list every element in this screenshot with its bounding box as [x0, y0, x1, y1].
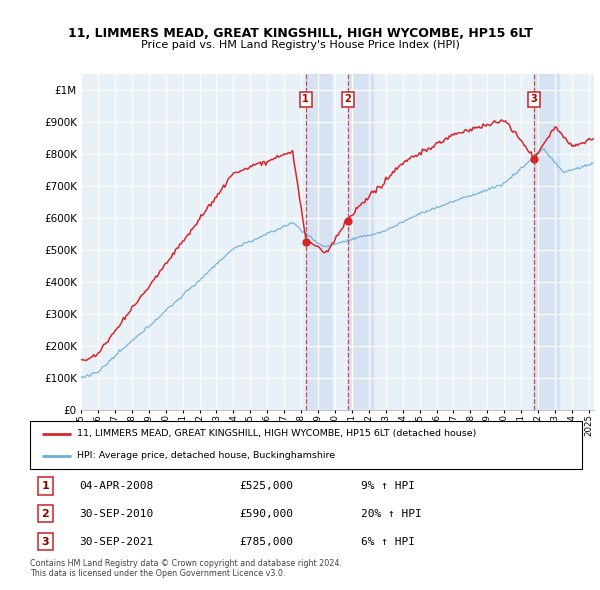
Text: 04-APR-2008: 04-APR-2008: [80, 481, 154, 491]
Text: 6% ↑ HPI: 6% ↑ HPI: [361, 537, 415, 547]
Text: This data is licensed under the Open Government Licence v3.0.: This data is licensed under the Open Gov…: [30, 569, 286, 578]
Text: Contains HM Land Registry data © Crown copyright and database right 2024.: Contains HM Land Registry data © Crown c…: [30, 559, 342, 568]
Text: 2: 2: [41, 509, 49, 519]
Text: £785,000: £785,000: [240, 537, 294, 547]
Text: 11, LIMMERS MEAD, GREAT KINGSHILL, HIGH WYCOMBE, HP15 6LT (detached house): 11, LIMMERS MEAD, GREAT KINGSHILL, HIGH …: [77, 430, 476, 438]
Text: Price paid vs. HM Land Registry's House Price Index (HPI): Price paid vs. HM Land Registry's House …: [140, 40, 460, 50]
Text: 30-SEP-2010: 30-SEP-2010: [80, 509, 154, 519]
Text: 3: 3: [41, 537, 49, 547]
Text: 30-SEP-2021: 30-SEP-2021: [80, 537, 154, 547]
Text: 2: 2: [344, 94, 351, 104]
Text: 11, LIMMERS MEAD, GREAT KINGSHILL, HIGH WYCOMBE, HP15 6LT: 11, LIMMERS MEAD, GREAT KINGSHILL, HIGH …: [68, 27, 532, 40]
Text: HPI: Average price, detached house, Buckinghamshire: HPI: Average price, detached house, Buck…: [77, 451, 335, 460]
Text: 9% ↑ HPI: 9% ↑ HPI: [361, 481, 415, 491]
Text: 20% ↑ HPI: 20% ↑ HPI: [361, 509, 422, 519]
Bar: [534, 74, 559, 410]
Bar: [305, 74, 331, 410]
Text: 1: 1: [41, 481, 49, 491]
Text: 1: 1: [302, 94, 309, 104]
Bar: [347, 74, 373, 410]
Text: 3: 3: [530, 94, 537, 104]
Text: £590,000: £590,000: [240, 509, 294, 519]
Text: £525,000: £525,000: [240, 481, 294, 491]
